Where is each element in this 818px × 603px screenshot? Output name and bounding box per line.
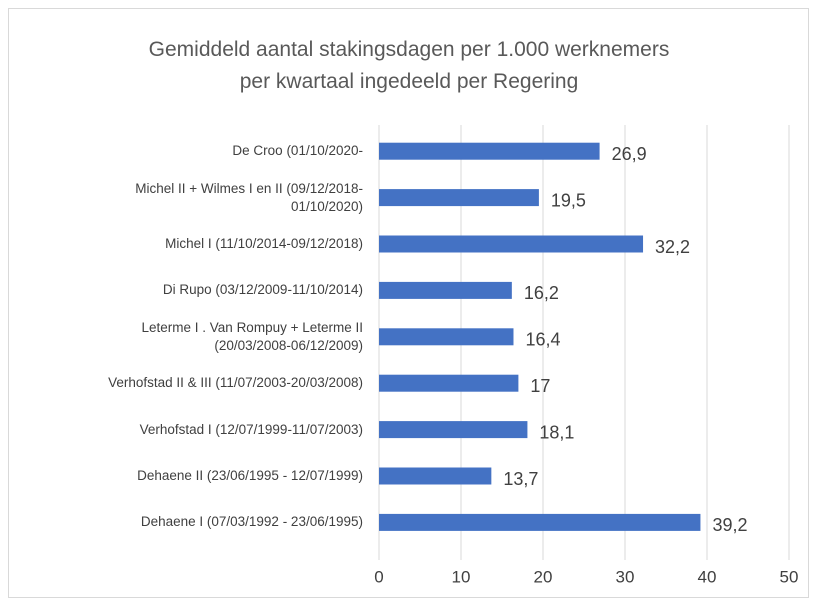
value-label: 39,2 bbox=[712, 515, 747, 535]
y-tick-label: Michel I (11/10/2014-09/12/2018) bbox=[165, 236, 363, 251]
bar bbox=[379, 281, 512, 299]
bar bbox=[379, 235, 644, 253]
value-label: 13,7 bbox=[503, 469, 538, 489]
bar bbox=[379, 189, 539, 207]
x-tick-label: 20 bbox=[534, 567, 553, 586]
bar bbox=[379, 513, 701, 531]
y-tick-label: De Croo (01/10/2020- bbox=[232, 143, 363, 159]
y-tick-label: Dehaene I (07/03/1992 - 23/06/1995) bbox=[140, 514, 363, 530]
x-tick-label: 0 bbox=[374, 567, 383, 586]
chart-title: Gemiddeld aantal stakingsdagen per 1.000… bbox=[148, 38, 670, 93]
bar bbox=[379, 374, 519, 392]
x-tick-label: 10 bbox=[452, 567, 471, 586]
y-tick-label: Di Rupo (03/12/2009-11/10/2014) bbox=[162, 282, 363, 298]
bar bbox=[379, 142, 600, 160]
value-label: 19,5 bbox=[551, 190, 586, 210]
value-label: 17 bbox=[530, 376, 550, 396]
value-label: 16,2 bbox=[524, 283, 559, 303]
chart-frame bbox=[8, 8, 809, 598]
x-tick-label: 40 bbox=[698, 567, 717, 586]
bar bbox=[379, 328, 514, 346]
y-tick-label: Leterme I . Van Rompuy + Leterme II (20/… bbox=[141, 319, 363, 353]
x-tick-label: 50 bbox=[780, 567, 799, 586]
bar bbox=[379, 467, 492, 485]
value-label: 26,9 bbox=[612, 144, 647, 164]
x-tick-label: 30 bbox=[616, 567, 635, 586]
bar bbox=[379, 421, 528, 439]
y-tick-label: Verhofstad II & III (11/07/2003-20/03/20… bbox=[108, 375, 363, 391]
value-label: 16,4 bbox=[525, 330, 560, 350]
y-tick-label: Verhofstad I (12/07/1999-11/07/2003) bbox=[139, 421, 363, 437]
y-tick-label: Michel II + Wilmes I en II (09/12/2018- … bbox=[135, 180, 363, 214]
value-label: 32,2 bbox=[655, 237, 690, 257]
value-label: 18,1 bbox=[539, 422, 574, 442]
y-tick-label: Dehaene II (23/06/1995 - 12/07/1999) bbox=[137, 468, 363, 483]
